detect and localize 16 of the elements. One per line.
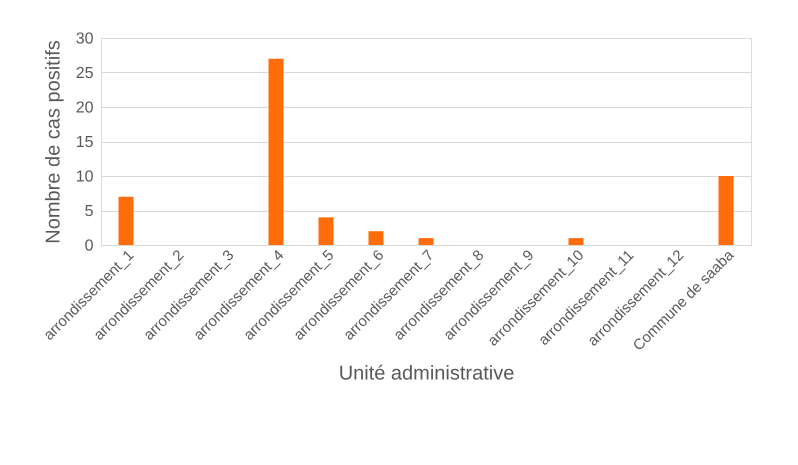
y-axis-title: Nombre de cas positifs [42, 40, 65, 244]
bar [368, 231, 384, 245]
y-tick-label: 5 [84, 203, 94, 220]
y-tick-label: 10 [76, 168, 94, 186]
bar [418, 238, 434, 245]
y-tick-label: 20 [76, 100, 94, 116]
bar [118, 196, 134, 245]
bar [718, 176, 734, 245]
bar [318, 217, 334, 245]
y-tick-label: 30 [76, 30, 94, 48]
x-axis-title: Unité administrative [338, 362, 514, 385]
y-tick-label: 25 [76, 65, 94, 82]
y-tick-label: 15 [76, 134, 94, 151]
bar [268, 58, 284, 245]
y-tick-label: 0 [84, 238, 94, 254]
bar [568, 238, 584, 245]
